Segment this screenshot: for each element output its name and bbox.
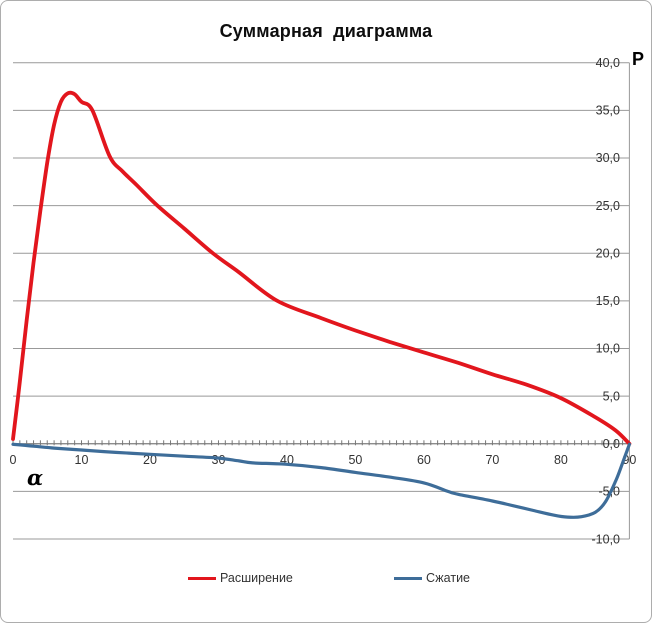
series-compression-line	[11, 442, 631, 519]
x-tick-label: 50	[348, 453, 362, 467]
x-tick-label: 80	[554, 453, 568, 467]
y-tick-label: 30,0	[596, 151, 620, 165]
x-tick-label: 70	[485, 453, 499, 467]
x-tick-label: 10	[75, 453, 89, 467]
x-tick-label: 60	[417, 453, 431, 467]
legend-label-compression: Сжатие	[426, 571, 471, 585]
x-axis-label: α	[27, 465, 44, 490]
y-tick-label: 15,0	[596, 294, 620, 308]
y-tick-label: 25,0	[596, 199, 620, 213]
x-tick-label: 0	[10, 453, 17, 467]
series-expansion-line	[11, 90, 632, 446]
y-tick-label: -10,0	[592, 532, 621, 546]
y-tick-label: 40,0	[596, 56, 620, 70]
y-axis-label: P	[632, 49, 645, 69]
legend-swatch-expansion	[188, 576, 216, 580]
y-tick-label: 10,0	[596, 342, 620, 356]
x-tick-label: 20	[143, 453, 157, 467]
y-tick-label: 20,0	[596, 246, 620, 260]
y-tick-label: 35,0	[596, 104, 620, 118]
chart-title: Суммарная диаграмма	[219, 21, 433, 41]
legend-item-compression: Сжатие	[394, 570, 470, 586]
y-tick-label: 5,0	[603, 389, 620, 403]
legend-label-expansion: Расширение	[220, 571, 293, 585]
legend-swatch-compression	[394, 576, 422, 580]
y-tick-label: 0,0	[603, 437, 620, 451]
legend-item-expansion: Расширение	[188, 570, 293, 586]
